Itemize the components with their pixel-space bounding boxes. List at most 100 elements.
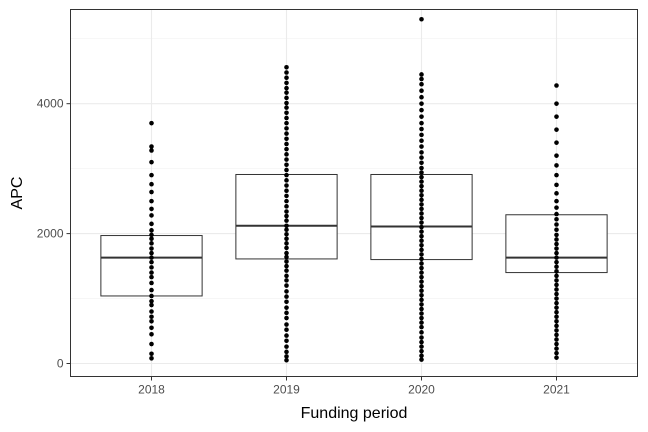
data-point [554,355,559,360]
data-point [284,338,289,344]
data-point [284,289,289,294]
data-point [284,110,289,116]
data-point [149,206,154,212]
data-point [419,306,424,312]
data-point [419,120,424,126]
data-point [554,101,559,106]
data-point [419,188,424,194]
data-point [554,217,559,222]
x-tick-label: 2018 [138,383,165,397]
data-point [554,205,559,210]
data-point [284,231,289,237]
data-point [419,315,424,321]
data-point [419,270,424,275]
data-point [284,75,289,81]
data-point [554,255,559,260]
data-point [419,197,424,203]
data-point [284,310,289,316]
y-axis: 0 2000 4000 [37,97,71,371]
data-point [419,229,424,234]
data-point [149,246,154,251]
data-point [149,302,154,308]
data-point [284,250,289,256]
data-point [419,150,424,155]
point-layer [149,16,559,363]
data-point [419,238,424,244]
data-point [554,227,559,232]
data-point [419,179,424,184]
data-point [149,221,154,227]
data-point [284,283,289,288]
y-tick-label: 2000 [37,227,64,241]
data-point [284,263,289,269]
data-point [419,107,424,113]
data-point [149,274,154,280]
data-point [419,16,424,22]
data-point [149,293,154,299]
data-point [284,162,289,168]
data-point [419,330,424,335]
data-point [419,155,424,160]
data-point [149,259,154,265]
data-point [284,188,289,194]
data-point [419,288,424,294]
data-point [284,333,289,338]
data-point [284,299,289,305]
data-point [554,287,559,292]
data-point [419,202,424,207]
data-point [149,287,154,293]
data-point [419,76,424,82]
data-point [419,265,424,271]
data-point [284,218,289,223]
data-point [554,140,559,145]
data-point [554,153,559,158]
data-point [419,174,424,180]
data-point [419,132,424,138]
data-point [419,101,424,106]
data-point [554,83,559,88]
data-point [419,206,424,212]
data-point [554,246,559,251]
data-point [284,315,289,321]
data-point [149,331,154,337]
data-point [419,211,424,216]
data-point [149,236,154,242]
x-tick-label: 2021 [543,383,570,397]
data-point [149,250,154,256]
data-point [419,215,424,221]
data-point [284,278,289,283]
data-point [284,273,289,279]
data-point [419,297,424,303]
data-point [284,193,289,199]
data-point [284,344,289,349]
data-point [419,274,424,280]
data-point [419,183,424,189]
data-point [284,327,289,333]
data-point [284,115,289,121]
x-axis-title: Funding period [301,405,408,422]
x-tick-label: 2020 [408,383,435,397]
data-point [554,268,559,274]
data-point [149,120,154,126]
data-point [149,325,154,331]
data-point [554,314,559,320]
data-point [149,318,154,324]
data-point [149,255,154,260]
data-point [284,100,289,106]
data-point [149,265,154,270]
data-point [554,163,559,168]
data-point [419,261,424,266]
data-point [419,279,424,284]
data-point [419,165,424,171]
panel-border [70,9,638,377]
data-point [284,198,289,204]
data-point [419,192,424,198]
data-point [149,159,154,165]
data-point [284,178,289,183]
data-point [419,256,424,262]
data-point [554,241,559,247]
data-point [284,322,289,327]
data-point [554,127,559,132]
data-point [554,300,559,306]
data-point [284,146,289,152]
